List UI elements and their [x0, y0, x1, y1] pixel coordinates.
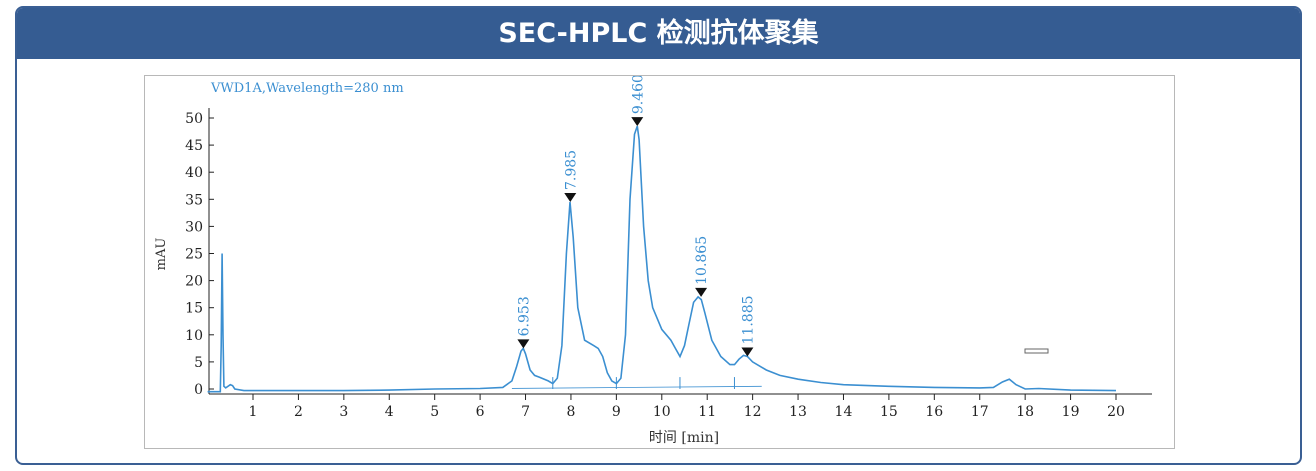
y-axis-label: mAU [154, 238, 169, 271]
y-tick-label: 5 [194, 355, 203, 371]
x-tick-label: 17 [971, 404, 989, 420]
peak-label: 10.865 [694, 236, 710, 285]
x-tick-label: 6 [476, 404, 485, 420]
y-tick-label: 0 [194, 382, 203, 398]
peak-label: 9.460 [630, 76, 646, 114]
x-tick-label: 1 [249, 404, 258, 420]
x-tick-label: 5 [430, 404, 439, 420]
peak-marker [631, 117, 644, 127]
card-title: SEC-HPLC 检测抗体聚集 [17, 8, 1300, 59]
y-tick-label: 45 [185, 138, 203, 154]
peak-marker [695, 287, 708, 297]
x-tick-label: 15 [880, 404, 898, 420]
peak-label: 11.885 [740, 295, 756, 344]
peak-label: 6.953 [516, 296, 532, 336]
chromatogram-chart: VWD1A,Wavelength=280 nm mAU 时间 [min] 0 5 1… [154, 74, 1152, 446]
chart-frame: VWD1A,Wavelength=280 nm mAU 时间 [min] 0 5 1… [144, 74, 1175, 449]
x-tick-label: 10 [653, 404, 671, 420]
peak-marker [564, 193, 577, 203]
y-tick-label: 15 [185, 301, 203, 317]
chart-title: VWD1A,Wavelength=280 nm [210, 81, 404, 96]
y-tick-label: 20 [185, 274, 203, 290]
peak-label: 7.985 [563, 150, 579, 190]
peak-marker [741, 347, 754, 357]
x-tick-label: 9 [612, 404, 621, 420]
x-tick-label: 20 [1107, 404, 1125, 420]
chart-card: SEC-HPLC 检测抗体聚集 VWD1A,Wavelength=280 nm … [15, 6, 1302, 465]
y-tick-label: 50 [185, 111, 203, 127]
chromatogram-trace [207, 125, 1117, 393]
y-tick-label: 40 [185, 165, 203, 181]
legend-marker [1024, 348, 1049, 354]
x-tick-label: 16 [925, 404, 943, 420]
x-tick-label: 14 [835, 404, 853, 420]
x-tick-label: 12 [744, 404, 762, 420]
x-tick-label: 3 [339, 404, 348, 420]
x-tick-label: 11 [698, 404, 716, 420]
x-tick-label: 13 [789, 404, 807, 420]
x-tick-label: 8 [566, 404, 575, 420]
integration-baseline [511, 385, 762, 389]
y-tick-label: 25 [185, 247, 203, 263]
x-tick-label: 4 [385, 404, 394, 420]
x-tick-label: 19 [1062, 404, 1080, 420]
x-tick-label: 7 [521, 404, 530, 420]
x-tick-label: 18 [1016, 404, 1034, 420]
peak-marker [517, 339, 530, 349]
x-tick-label: 2 [294, 404, 303, 420]
y-tick-label: 30 [185, 219, 203, 235]
x-axis-label: 时间 [min] [649, 430, 719, 446]
y-tick-label: 10 [185, 328, 203, 344]
y-tick-label: 35 [185, 192, 203, 208]
